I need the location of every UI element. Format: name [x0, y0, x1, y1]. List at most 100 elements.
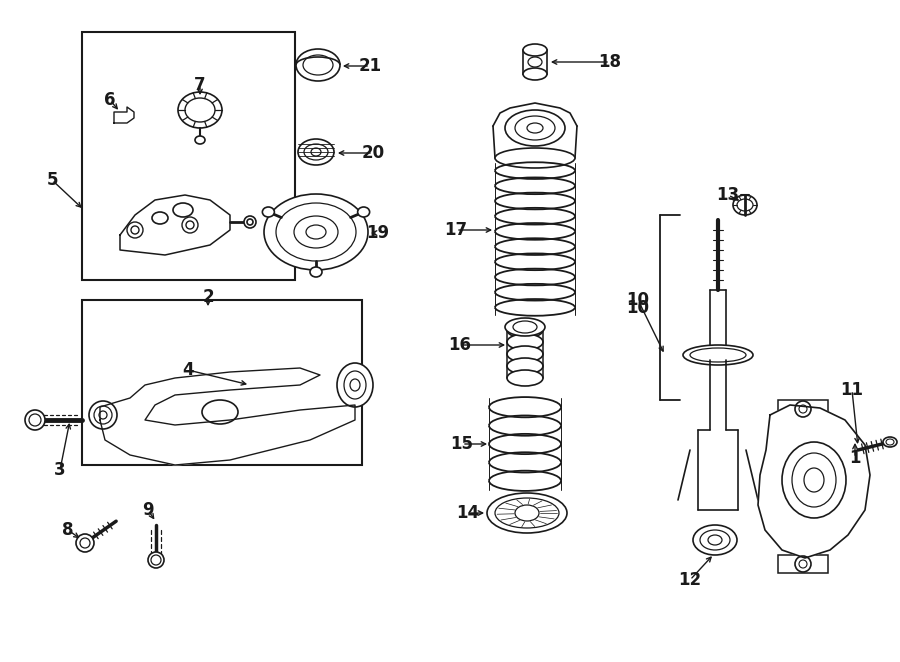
Ellipse shape [883, 437, 897, 447]
Ellipse shape [337, 363, 373, 407]
Polygon shape [493, 103, 577, 158]
Ellipse shape [690, 348, 746, 362]
Ellipse shape [303, 55, 333, 75]
Ellipse shape [357, 207, 370, 217]
Ellipse shape [505, 110, 565, 146]
Ellipse shape [683, 345, 753, 365]
Ellipse shape [306, 225, 326, 239]
Bar [82, 300, 362, 465]
Ellipse shape [185, 98, 215, 122]
Ellipse shape [515, 116, 555, 140]
Text: 10: 10 [626, 291, 650, 309]
Text: 5: 5 [46, 171, 58, 189]
Ellipse shape [310, 267, 322, 277]
Ellipse shape [507, 322, 543, 338]
Ellipse shape [247, 219, 253, 225]
Ellipse shape [693, 525, 737, 555]
Text: 2: 2 [202, 288, 214, 306]
Ellipse shape [737, 199, 753, 211]
Ellipse shape [263, 207, 274, 217]
Ellipse shape [131, 226, 139, 234]
Ellipse shape [151, 555, 161, 565]
Bar [523, 50, 547, 74]
Ellipse shape [311, 148, 321, 156]
Ellipse shape [804, 468, 824, 492]
Ellipse shape [127, 222, 143, 238]
Ellipse shape [186, 221, 194, 229]
Text: 13: 13 [716, 186, 740, 204]
Ellipse shape [495, 498, 559, 528]
Ellipse shape [515, 505, 539, 521]
Text: 11: 11 [841, 381, 863, 399]
Polygon shape [114, 107, 134, 123]
Ellipse shape [523, 68, 547, 80]
Ellipse shape [507, 346, 543, 362]
Ellipse shape [523, 44, 547, 56]
Ellipse shape [795, 556, 811, 572]
Text: 15: 15 [451, 435, 473, 453]
Ellipse shape [173, 203, 193, 217]
Text: 21: 21 [358, 57, 382, 75]
Text: 17: 17 [445, 221, 468, 239]
Ellipse shape [264, 194, 368, 270]
Ellipse shape [886, 439, 894, 445]
Text: 19: 19 [366, 224, 390, 242]
Ellipse shape [25, 410, 45, 430]
Text: 3: 3 [54, 461, 66, 479]
Bar [778, 555, 828, 573]
Ellipse shape [700, 530, 730, 550]
Text: 4: 4 [182, 361, 194, 379]
Ellipse shape [276, 203, 356, 261]
Ellipse shape [298, 139, 334, 165]
Ellipse shape [495, 148, 575, 168]
Ellipse shape [304, 144, 328, 160]
Polygon shape [100, 368, 355, 465]
Ellipse shape [178, 92, 222, 128]
Ellipse shape [507, 358, 543, 374]
Text: 6: 6 [104, 91, 116, 109]
Ellipse shape [799, 560, 807, 568]
Ellipse shape [344, 371, 366, 399]
Text: 20: 20 [362, 144, 384, 162]
Ellipse shape [195, 136, 205, 144]
Text: 14: 14 [456, 504, 480, 522]
Text: 1: 1 [850, 449, 860, 467]
Text: 8: 8 [62, 521, 74, 539]
Bar [778, 400, 828, 418]
Ellipse shape [76, 534, 94, 552]
Text: 7: 7 [194, 76, 206, 94]
Ellipse shape [152, 212, 168, 224]
Ellipse shape [799, 405, 807, 413]
Ellipse shape [513, 321, 537, 333]
Ellipse shape [733, 195, 757, 215]
Ellipse shape [294, 216, 338, 248]
Polygon shape [758, 405, 870, 558]
Ellipse shape [507, 334, 543, 350]
Ellipse shape [29, 414, 41, 426]
Ellipse shape [795, 401, 811, 417]
Ellipse shape [296, 49, 340, 81]
Ellipse shape [708, 535, 722, 545]
Text: 18: 18 [598, 53, 622, 71]
Ellipse shape [202, 400, 238, 424]
Bar [82, 32, 295, 280]
Ellipse shape [487, 493, 567, 533]
Ellipse shape [182, 217, 198, 233]
Ellipse shape [89, 401, 117, 429]
Ellipse shape [80, 538, 90, 548]
Ellipse shape [350, 379, 360, 391]
Ellipse shape [99, 411, 107, 419]
Ellipse shape [782, 442, 846, 518]
Ellipse shape [527, 123, 543, 133]
Ellipse shape [792, 453, 836, 507]
Text: 12: 12 [679, 571, 702, 589]
Ellipse shape [148, 552, 164, 568]
Ellipse shape [244, 216, 256, 228]
Text: 16: 16 [448, 336, 472, 354]
Ellipse shape [505, 318, 545, 336]
Text: 9: 9 [142, 501, 154, 519]
Ellipse shape [528, 57, 542, 67]
Ellipse shape [507, 370, 543, 386]
Ellipse shape [94, 406, 112, 424]
Polygon shape [120, 195, 230, 255]
